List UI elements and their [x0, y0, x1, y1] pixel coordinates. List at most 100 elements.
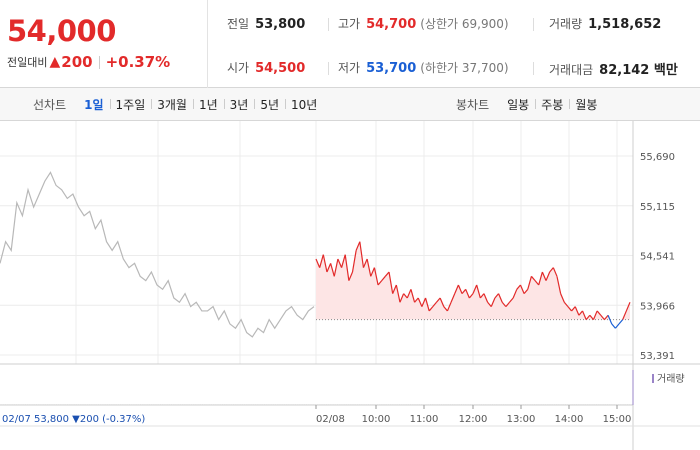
- period-1y[interactable]: 1년: [192, 96, 224, 113]
- stat-volume: 거래량 1,518,652: [549, 15, 661, 32]
- series-segment-today: [322, 254, 328, 273]
- series-segment-today: [516, 284, 521, 290]
- series-segment-today: [494, 293, 500, 299]
- divider: [98, 55, 100, 69]
- change-value: 200: [61, 53, 93, 71]
- series-segment-today: [414, 297, 419, 303]
- series-segment-today: [523, 288, 529, 295]
- stat-prev-close: 전일 53,800: [227, 15, 305, 32]
- series-segment-today: [370, 267, 375, 277]
- series-segment-today: [479, 293, 485, 299]
- series-segment-today: [319, 254, 324, 268]
- period-5y[interactable]: 5년: [254, 96, 285, 113]
- period-1d[interactable]: 1일: [84, 98, 104, 112]
- series-segment-today: [410, 289, 416, 303]
- change-label: 전일대비: [7, 56, 48, 69]
- series-segment-today: [567, 306, 573, 312]
- chart-toolbar: 선차트 1일 1주일 3개월 1년 3년 5년 10년 봉차트 일봉 주봉 월봉: [0, 88, 700, 121]
- lower-limit: (하한가 37,700): [420, 61, 509, 75]
- series-segment-today: [384, 271, 390, 277]
- y-tick-label: 53,966: [640, 301, 675, 312]
- series-segment-today: [483, 293, 489, 303]
- series-segment-today: [436, 297, 441, 303]
- series-segment-today: [461, 288, 467, 295]
- stat-value: 82,142 백만: [599, 63, 678, 78]
- series-segment-today: [340, 254, 346, 268]
- series-segment-today: [333, 258, 339, 277]
- series-segment-today: [527, 276, 532, 290]
- stat-open: 시가 54,500: [227, 59, 305, 76]
- series-segment-today: [465, 289, 470, 299]
- series-segment-today: [622, 310, 627, 320]
- series-segment-today: [417, 297, 423, 307]
- series-segment-today: [530, 275, 536, 282]
- series-segment-today: [446, 302, 452, 312]
- candle-weekly[interactable]: 주봉: [535, 96, 569, 113]
- series-segment-today: [454, 284, 459, 294]
- stat-label: 고가: [338, 17, 361, 31]
- quote-header: 54,000 전일대비 ▲ 200 +0.37% 전일 53,800 고가 54,7…: [0, 0, 700, 88]
- footer-prev-date: 02/07: [2, 414, 31, 425]
- candle-monthly[interactable]: 월봉: [569, 96, 603, 113]
- candle-daily[interactable]: 일봉: [507, 98, 530, 112]
- up-triangle-icon: ▲: [49, 54, 61, 70]
- series-segment-today: [388, 271, 394, 294]
- y-tick-label: 55,690: [640, 152, 675, 163]
- series-segment-today: [439, 297, 445, 307]
- series-segment-today: [359, 241, 365, 268]
- series-segment-today: [381, 275, 386, 282]
- series-segment-today: [472, 284, 478, 294]
- period-3m[interactable]: 3개월: [151, 96, 193, 113]
- series-segment-today: [344, 254, 350, 281]
- y-tick-label: 54,541: [640, 252, 675, 263]
- series-segment-today: [581, 310, 587, 320]
- period-10y[interactable]: 10년: [285, 96, 323, 113]
- series-segment-today: [607, 315, 613, 325]
- price-chart: 55,690 55,115 54,541 53,966 53,391 거래량 02/08 10…: [0, 121, 700, 450]
- series-segment-today: [603, 314, 609, 320]
- series-segment-today: [373, 267, 379, 286]
- series-segment-today: [406, 289, 412, 299]
- stat-value: 1,518,652: [588, 17, 662, 32]
- series-segment-today: [487, 301, 492, 308]
- period-1w[interactable]: 1주일: [109, 96, 152, 113]
- series-segment-today: [563, 301, 569, 308]
- x-tick-label: 11:00: [410, 414, 439, 425]
- series-segment-today: [395, 284, 401, 303]
- stat-value: 53,800: [255, 17, 306, 32]
- series-segment-today: [614, 323, 620, 329]
- series-segment-today: [457, 284, 463, 294]
- stat-label: 거래대금: [549, 63, 594, 77]
- series-segment-today: [330, 263, 335, 277]
- series-segment-today: [326, 263, 332, 273]
- series-segment-today: [355, 241, 361, 251]
- upper-limit: (상한가 69,900): [420, 17, 509, 31]
- change-rate: +0.37%: [105, 53, 171, 71]
- series-segment-today: [403, 293, 408, 299]
- x-tick-label: 14:00: [555, 414, 584, 425]
- current-price: 54,000: [7, 14, 116, 48]
- divider: [533, 18, 534, 31]
- series-line-prev-day: [0, 171, 315, 338]
- x-tick-label: 12:00: [459, 414, 488, 425]
- series-segment-today: [351, 250, 357, 273]
- series-segment-today: [618, 319, 624, 325]
- line-chart-periods: 선차트 1일 1주일 3개월 1년 3년 5년 10년: [33, 88, 323, 121]
- series-segment-today: [505, 301, 510, 308]
- divider: [533, 62, 534, 75]
- x-tick-label: 10:00: [362, 414, 391, 425]
- stat-high: 고가 54,700 (상한가 69,900): [338, 15, 509, 32]
- divider: [328, 62, 329, 75]
- series-segment-today: [476, 284, 481, 299]
- chart-marks: [0, 171, 634, 405]
- series-segment-today: [611, 323, 616, 329]
- stat-label: 전일: [227, 17, 250, 31]
- series-segment-today: [399, 293, 405, 303]
- series-segment-today: [315, 258, 321, 268]
- series-segment-today: [443, 306, 448, 312]
- stat-value: 53,700: [366, 61, 417, 76]
- series-segment-today: [585, 314, 591, 320]
- period-3y[interactable]: 3년: [223, 96, 255, 113]
- change-row: 전일대비 ▲ 200 +0.37%: [7, 53, 170, 71]
- series-segment-today: [596, 310, 602, 316]
